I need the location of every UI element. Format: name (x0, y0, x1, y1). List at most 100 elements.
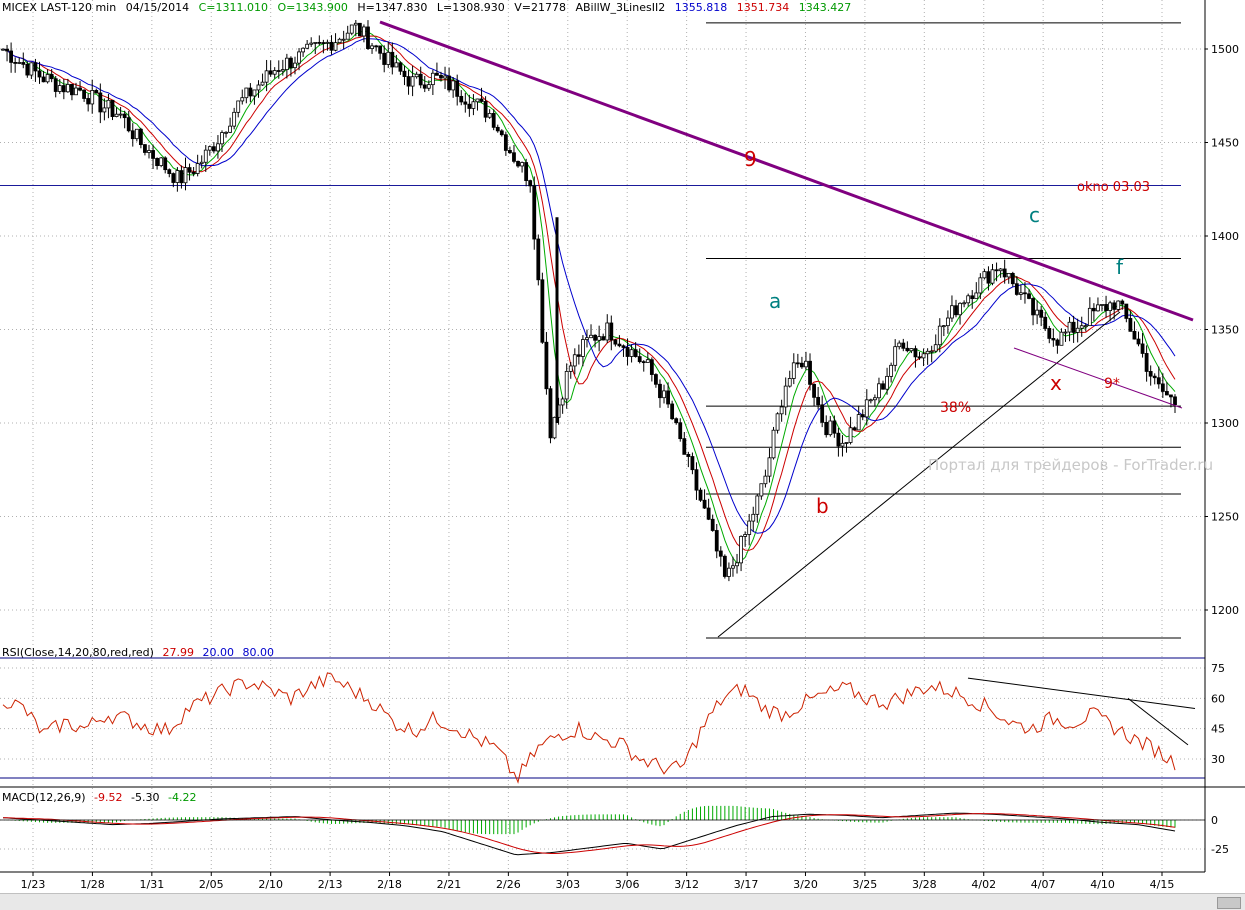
candle-body (682, 438, 687, 455)
candle-body (1108, 302, 1113, 311)
candle-body (581, 339, 585, 357)
candle-body (349, 24, 354, 34)
candle-body (791, 362, 796, 379)
candle-body (678, 422, 683, 440)
indicator-value-1: 1355.818 (674, 1, 728, 14)
price-tick: 1400 (1211, 230, 1239, 243)
candle-body (491, 113, 496, 128)
candle-body (929, 350, 934, 353)
candle-body (49, 74, 54, 80)
candle-body (552, 416, 557, 439)
candle-body (70, 83, 74, 96)
candle-body (256, 84, 261, 91)
candle-body (293, 62, 297, 69)
candle-body (795, 362, 800, 365)
candle-body (134, 128, 139, 140)
candle-body (216, 143, 220, 152)
candle-body (1128, 318, 1133, 332)
moving-averages (2, 30, 1176, 565)
annotations: 9 okno 03.03 a b c f x 9* 38% Портал для… (744, 147, 1213, 518)
candle-body (763, 475, 768, 485)
candle-body (147, 150, 151, 153)
candle-body (317, 41, 322, 44)
date-tick: 2/26 (496, 878, 521, 891)
candle-body (268, 70, 273, 75)
macd-pane (0, 805, 1205, 856)
label-f: f (1116, 255, 1124, 279)
candle-body (670, 403, 675, 420)
candle-body (394, 62, 399, 68)
candle-body (65, 83, 70, 93)
candle-body (585, 337, 589, 340)
candle-body (808, 360, 812, 385)
trend-lines (379, 20, 1194, 638)
candle-body (414, 73, 419, 78)
rsi-trendline-2 (1127, 697, 1189, 746)
date-tick: 4/10 (1090, 878, 1115, 891)
candle-body (864, 399, 869, 418)
high-value: H=1347.830 (357, 1, 428, 14)
candle-body (1136, 338, 1141, 345)
candle-body (658, 383, 662, 399)
candle-body (613, 339, 618, 345)
candle-body (925, 350, 930, 355)
scrollbar-thumb[interactable] (1217, 897, 1241, 909)
candle-body (1164, 391, 1169, 396)
candle-body (747, 520, 752, 535)
candle-body (175, 170, 180, 183)
candle-body (1144, 353, 1149, 372)
candle-body (593, 334, 597, 341)
rsi-value: 27.99 (162, 646, 194, 659)
candle-body (710, 518, 715, 531)
candle-body (224, 131, 228, 134)
candle-body (706, 507, 711, 520)
candle-body (966, 295, 971, 304)
candle-body (1039, 309, 1044, 318)
low-value: L=1308.930 (436, 1, 505, 14)
trendline-resistance (379, 20, 1194, 322)
candle-body (439, 74, 443, 79)
candle-body (609, 322, 614, 341)
candle-body (1031, 298, 1035, 316)
candle-body (868, 399, 873, 402)
candle-body (106, 99, 111, 109)
candle-body (143, 144, 147, 153)
candle-body (102, 107, 107, 113)
candle-body (1047, 328, 1052, 339)
candle-body (828, 420, 833, 436)
date-tick: 2/10 (258, 878, 283, 891)
candle-body (812, 383, 816, 398)
candle-body (1112, 302, 1117, 310)
candle-body (195, 163, 200, 174)
candle-body (211, 146, 216, 152)
horizontal-scrollbar[interactable] (0, 893, 1245, 910)
candle-body (390, 51, 395, 68)
indicator-value-3: 1343.427 (798, 1, 852, 14)
candle-body (284, 57, 289, 70)
candle-body (1132, 330, 1137, 340)
date-tick: 3/28 (912, 878, 937, 891)
candle-body (970, 295, 975, 300)
macd-tick: -25 (1211, 843, 1229, 856)
rsi-tick: 60 (1211, 692, 1225, 705)
candle-body (305, 43, 310, 49)
candle-body (994, 269, 999, 272)
candle-body (402, 70, 407, 77)
candle-body (832, 420, 837, 434)
candle-body (1148, 371, 1153, 377)
date-tick: 4/07 (1031, 878, 1056, 891)
candle-body (654, 374, 658, 385)
price-tick: 1500 (1211, 43, 1239, 56)
instrument-label: MICEX LAST-120 min (2, 1, 117, 14)
label-c: c (1029, 203, 1040, 227)
candle-body (508, 150, 512, 154)
candle-body (605, 322, 610, 341)
label-x: x (1050, 371, 1062, 395)
candle-body (236, 100, 241, 113)
candle-body (503, 134, 508, 151)
candle-body (787, 378, 792, 387)
candle-body (78, 87, 82, 91)
pane-frames (0, 0, 1245, 873)
candle-body (540, 279, 545, 343)
candle-body (321, 42, 326, 44)
